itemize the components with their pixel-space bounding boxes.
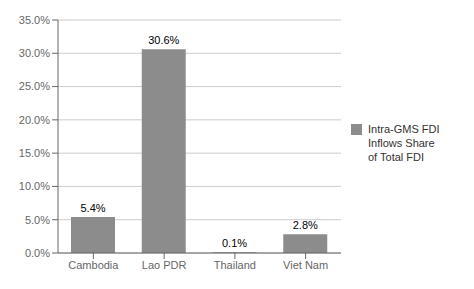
svg-text:5.4%: 5.4% [80,202,105,214]
svg-text:30.0%: 30.0% [19,47,50,59]
svg-text:15.0%: 15.0% [19,147,50,159]
svg-text:25.0%: 25.0% [19,80,50,92]
svg-text:35.0%: 35.0% [19,14,50,26]
svg-text:2.8%: 2.8% [293,219,318,231]
svg-text:Viet Nam: Viet Nam [283,259,328,271]
html-text:Intra-GMS FDI Inflows Share of: Intra-GMS FDI Inflows Share of Total FDI [368,122,440,163]
svg-text:Thailand: Thailand [214,259,256,271]
svg-text:0.1%: 0.1% [222,237,247,249]
svg-text:10.0%: 10.0% [19,180,50,192]
svg-text:Cambodia: Cambodia [68,259,119,271]
svg-text:20.0%: 20.0% [19,114,50,126]
svg-text:Lao PDR: Lao PDR [142,259,187,271]
svg-text:5.0%: 5.0% [25,214,50,226]
svg-text:0.0%: 0.0% [25,247,50,259]
svg-text:30.6%: 30.6% [148,34,179,46]
